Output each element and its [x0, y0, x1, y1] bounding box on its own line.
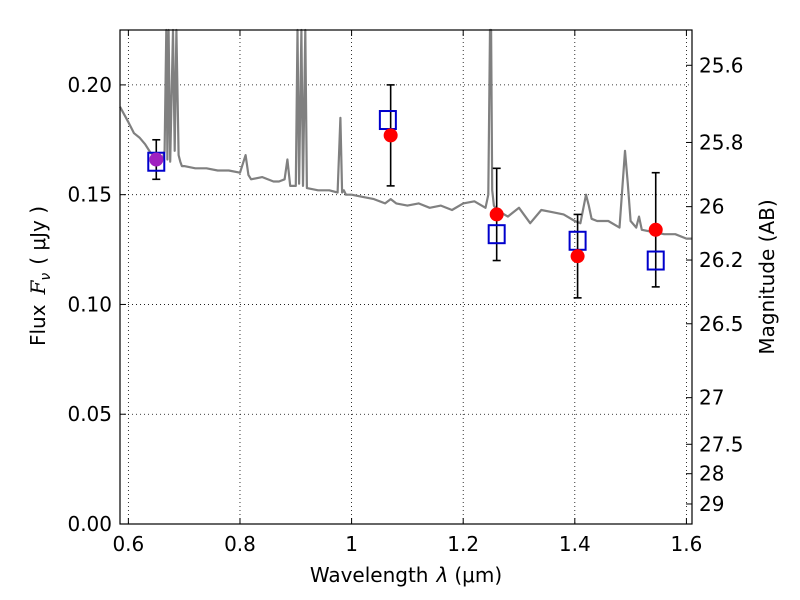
y2-axis-title: Magnitude (AB) [755, 199, 779, 354]
y-tick-label: 0.15 [67, 183, 112, 207]
y-tick-label: 0.00 [67, 512, 112, 536]
observed-point-marker [149, 152, 164, 167]
error-bars [152, 84, 660, 299]
y-tick-label: 0.10 [67, 292, 112, 316]
x-tick-label: 1.2 [447, 532, 479, 556]
plot-frame [119, 29, 693, 525]
data-markers [147, 110, 665, 271]
y-axis-subscript: ν [38, 273, 54, 281]
y-axis-unit: ( μJy ) [26, 206, 50, 265]
observed-point-marker [570, 249, 585, 264]
x-axis-symbol: λ [436, 563, 449, 587]
y2-tick-label: 29 [699, 492, 724, 516]
model-square-marker [646, 250, 665, 271]
observed-point-marker [489, 207, 504, 222]
y2-tick-label: 25.8 [699, 130, 744, 154]
y2-tick-label: 25.6 [699, 53, 744, 77]
y-tick-label: 0.05 [67, 402, 112, 426]
observed-point-marker [383, 128, 398, 143]
axis-ticks: 0.6 0.8 1 1.2 1.4 1.6 0.00 0.05 0.10 0.15 0.20 25.6… [67, 30, 744, 556]
x-tick-label: 0.6 [112, 532, 144, 556]
y2-tick-label: 26 [699, 195, 724, 219]
x-axis-unit: (μm) [454, 563, 502, 587]
y-axis-symbol: F [26, 279, 50, 295]
y2-tick-label: 26.5 [699, 312, 744, 336]
x-axis-title: Wavelength λ (μm) [310, 563, 502, 587]
y2-tick-label: 28 [699, 462, 724, 486]
y2-tick-label: 27 [699, 386, 724, 410]
observed-point-marker [648, 222, 663, 237]
y-axis-label: Flux [26, 304, 50, 346]
x-axis-label: Wavelength [310, 563, 429, 587]
model-spectrum-line [119, 28, 692, 240]
x-tick-label: 1.6 [671, 532, 703, 556]
grid-lines [120, 30, 692, 525]
model-square-marker [487, 224, 506, 245]
model-spectrum [119, 28, 692, 240]
x-tick-label: 1 [345, 532, 358, 556]
model-square-marker [378, 110, 397, 131]
x-tick-label: 0.8 [224, 532, 256, 556]
y-tick-label: 0.20 [67, 73, 112, 97]
x-tick-label: 1.4 [559, 532, 591, 556]
y2-tick-label: 26.2 [699, 248, 744, 272]
y2-tick-label: 27.5 [699, 432, 744, 456]
y-axis-title: Flux Fν ( μJy ) [26, 206, 54, 346]
